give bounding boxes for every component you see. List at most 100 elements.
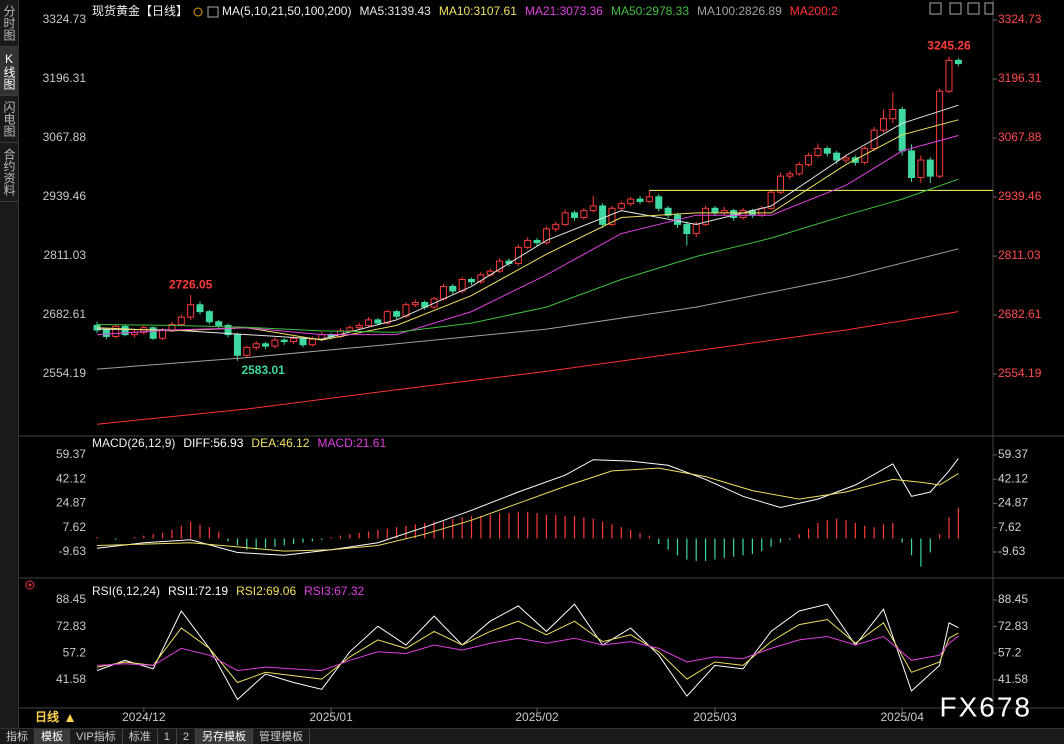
- candle-body: [496, 260, 504, 272]
- toolbar-button[interactable]: 1: [158, 729, 177, 744]
- candle-body: [561, 212, 569, 225]
- y-tick-label-right: 41.58: [998, 672, 1028, 686]
- candle-body: [786, 173, 794, 177]
- y-tick-label-right: 72.83: [998, 619, 1028, 633]
- series-line: [96, 311, 959, 425]
- x-tick-label: 2024/12: [122, 710, 166, 724]
- rsi-icon[interactable]: [25, 580, 35, 590]
- series-line: [96, 178, 959, 333]
- y-tick-label-right: 42.12: [998, 471, 1028, 485]
- y-tick-label-right: 57.2: [998, 645, 1022, 659]
- candle-body: [954, 59, 962, 65]
- candle-body: [599, 205, 607, 225]
- x-tick-label: 2025/01: [309, 710, 353, 724]
- y-tick-label: 88.45: [56, 592, 86, 606]
- candle-body: [795, 164, 803, 175]
- candle-body: [627, 198, 635, 205]
- toolbar-button[interactable]: 标准: [123, 729, 158, 744]
- candle-body: [814, 148, 822, 156]
- y-tick-label-right: 2682.61: [998, 307, 1042, 321]
- legend-entry: RSI2:69.06: [236, 584, 296, 598]
- panel-title: 现货黄金【日线】: [92, 3, 188, 18]
- ma-icon: [207, 6, 219, 18]
- y-tick-label-right: 88.45: [998, 592, 1028, 606]
- candle-body: [917, 159, 925, 179]
- y-tick-label-right: 59.37: [998, 447, 1028, 461]
- toolbar-button[interactable]: 2: [177, 729, 196, 744]
- legend-entry: RSI3:67.32: [304, 584, 364, 598]
- candle-body: [177, 316, 185, 326]
- legend-entry: MA5:3139.43: [359, 4, 431, 18]
- period-arrow[interactable]: [66, 714, 74, 722]
- candle-body: [571, 212, 579, 218]
- title-icon: [193, 7, 203, 17]
- candle-body: [383, 311, 391, 324]
- candle-body: [861, 148, 869, 163]
- toolbar-button[interactable]: VIP指标: [70, 729, 123, 744]
- candle-body: [664, 207, 672, 216]
- y-tick-label: 59.37: [56, 447, 86, 461]
- toolbar: 指标 模板 VIP指标 标准 1 2 另存模板 管理模板: [0, 728, 1064, 744]
- y-tick-label: 42.12: [56, 471, 86, 485]
- y-tick-label: 3324.73: [43, 12, 87, 26]
- candle-body: [280, 339, 288, 343]
- candle-body: [121, 325, 129, 336]
- sidebar-tab[interactable]: 合约资料: [0, 143, 18, 202]
- low-label: 2583.01: [241, 363, 285, 377]
- candle-body: [112, 325, 120, 337]
- candle-body: [196, 304, 204, 313]
- y-tick-label-right: 3324.73: [998, 12, 1042, 26]
- candle-body: [683, 223, 691, 235]
- watermark: FX678: [940, 691, 1033, 722]
- candle-body: [898, 109, 906, 152]
- candle-body: [580, 210, 588, 218]
- y-tick-label: 2554.19: [43, 366, 87, 380]
- candle-body: [514, 246, 522, 264]
- candle-body: [159, 329, 167, 339]
- candle-body: [308, 338, 316, 346]
- x-tick-label: 2025/02: [515, 710, 559, 724]
- candle-body: [608, 207, 616, 225]
- candle-body: [365, 319, 373, 326]
- sidebar-tab[interactable]: 闪电图: [0, 96, 18, 143]
- candle-body: [879, 118, 887, 131]
- candle-body: [411, 301, 419, 306]
- candle-body: [645, 196, 653, 202]
- candle-body: [102, 329, 110, 337]
- toolbar-button[interactable]: 管理模板: [253, 729, 310, 744]
- candle-body: [711, 207, 719, 214]
- toolbar-button[interactable]: 模板: [35, 729, 70, 744]
- high-label: 3245.26: [927, 39, 971, 53]
- y-tick-label-right: 2811.03: [998, 248, 1041, 262]
- toolbar-button[interactable]: 指标: [0, 729, 35, 744]
- candle-body: [233, 334, 241, 356]
- candle-body: [805, 154, 813, 166]
- candle-body: [945, 59, 953, 92]
- candle-body: [374, 319, 382, 324]
- period-label[interactable]: 日线: [35, 709, 59, 724]
- sidebar-tab[interactable]: 分时图: [0, 0, 18, 47]
- candle-body: [346, 327, 354, 332]
- sidebar-tab[interactable]: K线图: [0, 47, 18, 96]
- legend-entry: MA10:3107.61: [439, 4, 517, 18]
- series-line: [96, 603, 959, 701]
- y-tick-label-right: 2554.19: [998, 366, 1042, 380]
- candle-body: [552, 223, 560, 230]
- candle-body: [215, 321, 223, 326]
- candle-body: [833, 152, 841, 161]
- panel-subtitle: MA(5,10,21,50,100,200): [222, 4, 351, 18]
- candle-body: [739, 210, 747, 218]
- legend-entry: MA100:2826.89: [697, 4, 782, 18]
- y-tick-label-right: 3196.31: [998, 71, 1042, 85]
- toolbar-button[interactable]: 另存模板: [195, 729, 253, 744]
- rsi-icon-dot: [28, 583, 32, 587]
- y-tick-label: 2811.03: [44, 248, 87, 262]
- series-line: [96, 467, 959, 552]
- y-tick-label: 57.2: [63, 645, 87, 659]
- y-tick-label: 2939.46: [43, 189, 87, 203]
- candle-body: [252, 343, 260, 348]
- candle-body: [224, 324, 232, 336]
- candle-body: [702, 207, 710, 225]
- y-tick-label-right: 24.87: [998, 496, 1028, 510]
